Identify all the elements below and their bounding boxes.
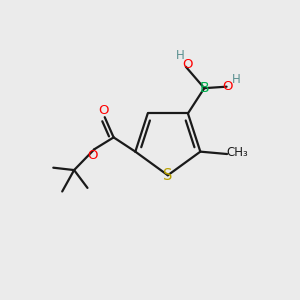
Text: O: O bbox=[182, 58, 193, 71]
Text: H: H bbox=[232, 73, 240, 86]
Text: H: H bbox=[176, 49, 185, 62]
Text: O: O bbox=[88, 149, 98, 162]
Text: B: B bbox=[200, 81, 209, 95]
Text: O: O bbox=[222, 80, 233, 93]
Text: O: O bbox=[98, 103, 109, 116]
Text: CH₃: CH₃ bbox=[226, 146, 248, 159]
Text: S: S bbox=[163, 168, 172, 183]
